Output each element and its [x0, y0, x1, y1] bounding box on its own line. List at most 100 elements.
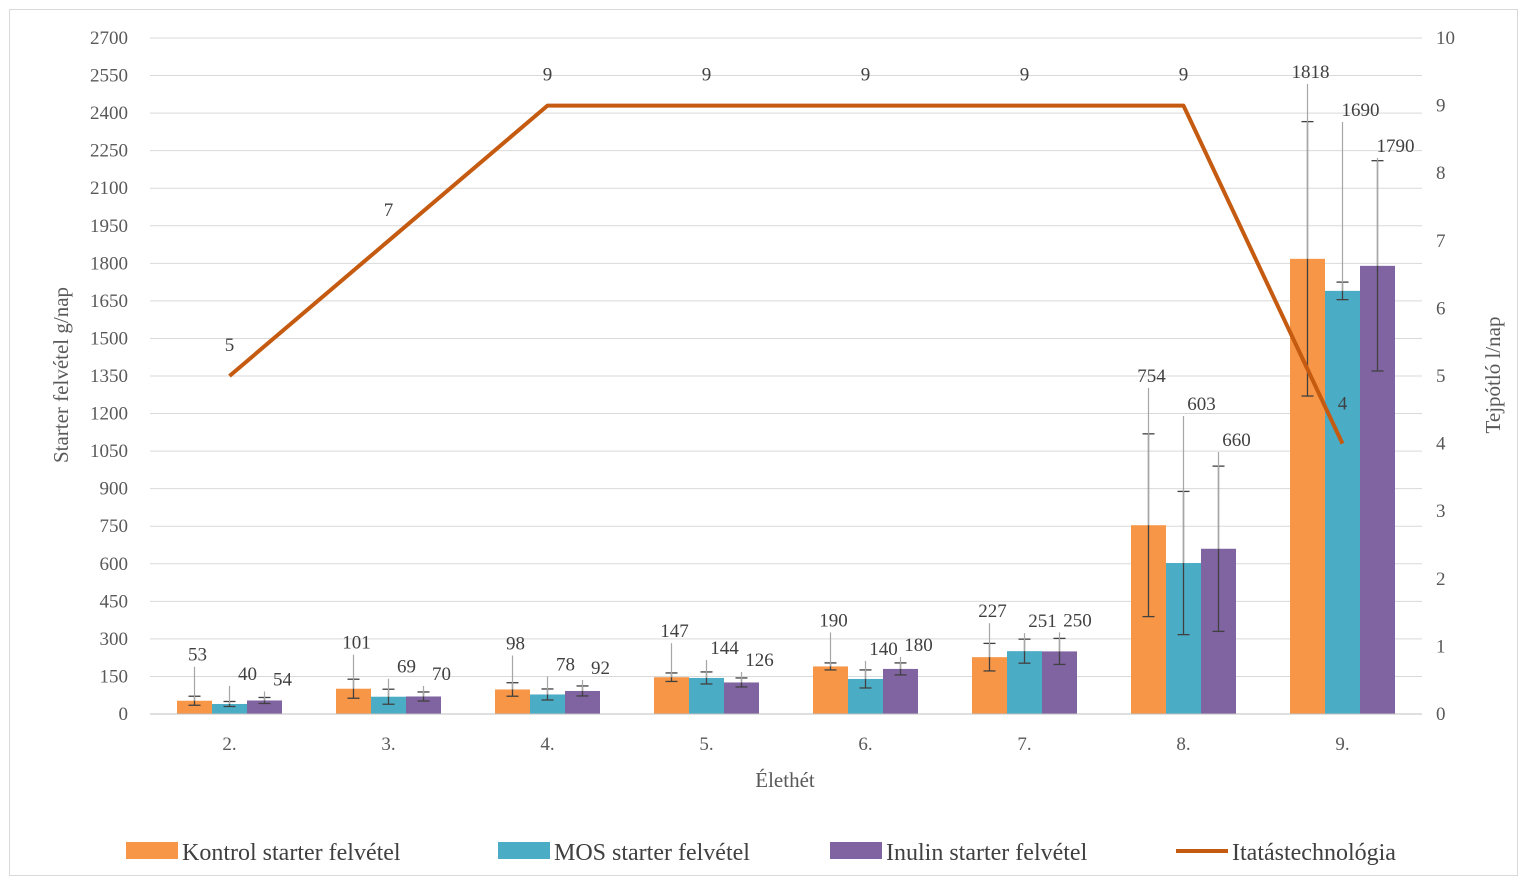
- y2-tick-label: 0: [1436, 704, 1446, 725]
- legend-swatch: [498, 842, 550, 859]
- x-tick-label: 5.: [699, 734, 713, 755]
- legend-label: Inulin starter felvétel: [886, 840, 1088, 866]
- data-label: 754: [1137, 366, 1166, 387]
- data-label: 126: [745, 650, 774, 671]
- data-label: 144: [710, 638, 739, 659]
- bar: [530, 694, 565, 714]
- data-label: 251: [1028, 611, 1057, 632]
- y-tick-label: 1800: [90, 253, 128, 274]
- data-label: 70: [432, 664, 451, 685]
- data-label: 98: [506, 633, 525, 654]
- x-tick-label: 8.: [1176, 734, 1190, 755]
- data-label: 54: [273, 669, 293, 690]
- x-tick-label: 7.: [1017, 734, 1031, 755]
- line-data-label: 5: [225, 335, 235, 356]
- y-axis-title: Starter felvétel g/nap: [49, 287, 73, 463]
- y2-tick-label: 1: [1436, 636, 1446, 657]
- data-label: 92: [591, 658, 610, 679]
- bar: [654, 677, 689, 714]
- y-tick-label: 1650: [90, 291, 128, 312]
- bar: [371, 696, 406, 714]
- y-tick-label: 450: [100, 591, 129, 612]
- y-tick-label: 0: [119, 704, 129, 725]
- y-tick-label: 2250: [90, 141, 128, 162]
- y-tick-label: 1350: [90, 366, 128, 387]
- bar: [406, 696, 441, 714]
- y2-tick-label: 4: [1436, 434, 1446, 455]
- data-label: 1690: [1342, 100, 1380, 121]
- y2-tick-label: 6: [1436, 298, 1446, 319]
- chart-frame: [9, 9, 1518, 876]
- legend: Kontrol starter felvétel MOS starter felv…: [126, 840, 1396, 866]
- y2-tick-label: 3: [1436, 501, 1446, 522]
- y-tick-label: 1200: [90, 404, 128, 425]
- x-tick-label: 2.: [222, 734, 236, 755]
- line-data-label: 9: [1179, 65, 1189, 86]
- data-label: 101: [342, 633, 371, 654]
- data-label: 180: [904, 635, 933, 656]
- x-tick-label: 4.: [540, 734, 554, 755]
- bar: [883, 668, 918, 714]
- y-tick-label: 300: [100, 629, 129, 650]
- line-data-label: 9: [861, 65, 871, 86]
- y2-tick-label: 2: [1436, 569, 1446, 590]
- data-label: 147: [660, 621, 689, 642]
- data-label: 78: [556, 654, 575, 675]
- y-tick-label: 2100: [90, 178, 128, 199]
- bar: [177, 700, 212, 714]
- y-tick-label: 2400: [90, 103, 128, 124]
- data-label: 1790: [1377, 136, 1415, 157]
- x-tick-label: 6.: [858, 734, 872, 755]
- y-tick-label: 750: [100, 516, 129, 537]
- bar: [724, 682, 759, 714]
- y-tick-label: 2700: [90, 28, 128, 49]
- line-data-label: 4: [1338, 394, 1348, 415]
- legend-swatch: [830, 842, 882, 859]
- y2-axis-title: Tejpótló l/nap: [1481, 317, 1505, 434]
- axes: 0150300450600750900105012001350150016501…: [90, 28, 1455, 755]
- y-tick-label: 900: [100, 479, 129, 500]
- x-tick-label: 3.: [381, 734, 395, 755]
- data-label: 1818: [1292, 62, 1330, 83]
- y2-tick-label: 9: [1436, 96, 1446, 117]
- line-data-label: 9: [1020, 65, 1030, 86]
- y2-tick-label: 8: [1436, 163, 1446, 184]
- line-path: [228, 103, 1345, 445]
- data-label: 227: [978, 601, 1007, 622]
- y2-tick-label: 5: [1436, 366, 1446, 387]
- line-data-label: 7: [384, 200, 394, 221]
- y-tick-label: 150: [100, 666, 129, 687]
- bar: [247, 700, 282, 714]
- line-data-label: 9: [543, 65, 553, 86]
- leader-lines: [193, 84, 1379, 704]
- y-tick-label: 1500: [90, 328, 128, 349]
- data-label: 190: [819, 610, 848, 631]
- line-series: [228, 103, 1345, 445]
- data-label: 69: [397, 657, 416, 678]
- data-label: 603: [1187, 394, 1216, 415]
- bars: [177, 258, 1395, 714]
- data-label: 660: [1222, 430, 1251, 451]
- legend-label: MOS starter felvétel: [554, 840, 750, 866]
- bar: [813, 666, 848, 714]
- bar: [212, 703, 247, 714]
- data-label: 40: [238, 664, 257, 685]
- data-label: 250: [1063, 610, 1092, 631]
- y-tick-label: 1950: [90, 216, 128, 237]
- legend-label: Kontrol starter felvétel: [182, 840, 401, 866]
- legend-label: Itatástechnológia: [1232, 840, 1396, 866]
- y2-tick-label: 7: [1436, 231, 1446, 252]
- data-label: 53: [188, 645, 207, 666]
- x-tick-label: 9.: [1335, 734, 1349, 755]
- x-axis-title: Élethét: [755, 768, 815, 792]
- y-tick-label: 1050: [90, 441, 128, 462]
- y-tick-label: 2550: [90, 66, 128, 87]
- y-tick-label: 600: [100, 554, 129, 575]
- bar: [565, 690, 600, 714]
- y2-tick-label: 10: [1436, 28, 1455, 49]
- line-data-label: 9: [702, 65, 712, 86]
- bar: [1325, 290, 1360, 714]
- legend-swatch: [126, 842, 178, 859]
